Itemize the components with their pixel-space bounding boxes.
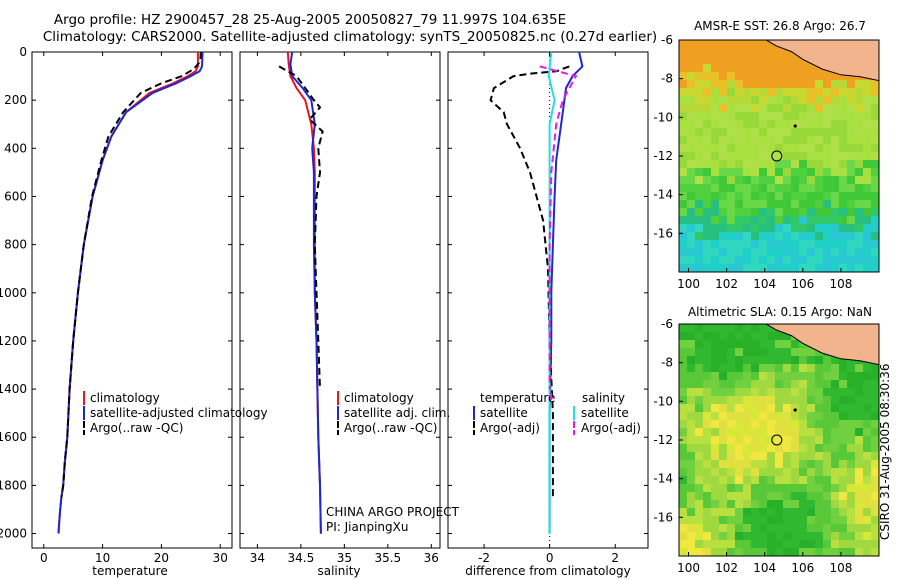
y-tick-label: 400 [4,141,27,155]
x-tick-label: 102 [715,561,738,575]
legend-label: Argo(..raw -QC) [90,421,183,435]
salinity-plot [278,52,324,534]
y-tick-label: -6 [661,317,673,331]
difference-axes [447,51,649,549]
sla-map-title: Altimetric SLA: 0.15 Argo: NaN [688,305,872,319]
x-tick-label: 108 [829,277,852,291]
x-tick-label: 102 [715,277,738,291]
y-tick-label: 1400 [0,382,27,396]
x-tick-label: 20 [154,551,169,565]
y-tick-label: -8 [661,72,673,86]
x-tick-label: 0 [546,551,554,565]
sst-map [679,40,879,272]
series-line-blue [57,52,204,534]
land-mass [749,324,879,366]
legend-label: Argo(-adj) [581,421,641,435]
y-tick-label: 1200 [0,334,27,348]
argo-position-marker [771,434,783,446]
argo-position-marker [771,150,783,162]
x-tick-label: 104 [753,561,776,575]
difference-xlabel: difference from climatology [465,564,631,578]
y-tick-label: -14 [653,188,673,202]
island-marker [793,124,797,128]
y-tick-label: -14 [653,472,673,486]
difference-legend: temperature salinity satellite Argo(-adj… [473,391,641,435]
x-tick-label: 108 [829,561,852,575]
x-tick-label: 106 [791,277,814,291]
x-tick-label: 2 [611,551,619,565]
chart-title-line1: Argo profile: HZ 2900457_28 25-Aug-2005 … [53,12,567,28]
y-tick-label: -10 [653,110,673,124]
legend-label: climatology [344,391,414,405]
x-tick-label: 35 [337,551,352,565]
x-tick-label: -2 [478,551,490,565]
x-tick-label: 100 [677,277,700,291]
legend-header-salinity: salinity [582,391,625,405]
x-tick-label: 104 [753,277,776,291]
chart-title-line2: Climatology: CARS2000. Satellite-adjuste… [42,29,658,45]
axis-ticks: 0 10 20 30020040060080010001200140016001800… [0,45,648,565]
project-annotation: CHINA ARGO PROJECT [326,505,460,519]
y-tick-label: -16 [653,226,673,240]
x-tick-label: 10 [95,551,110,565]
salinity-legend: climatology satellite adj. clim. Argo(..… [337,391,450,435]
y-tick-label: -12 [653,433,673,447]
series-line-blue [289,52,322,534]
legend-label: satellite-adjusted climatology [90,406,268,420]
salinity-xlabel: salinity [317,564,360,578]
land-mass [749,40,879,82]
series-line-blue [548,52,584,534]
x-tick-label: 34.5 [288,551,315,565]
temperature-xlabel: temperature [92,564,167,578]
x-tick-label: 35.5 [374,551,401,565]
y-tick-label: 0 [19,45,27,59]
legend-label: satellite adj. clim. [344,406,450,420]
legend-label: Argo(..raw -QC) [344,421,437,435]
temperature-axes [31,51,233,549]
x-tick-label: 34 [250,551,265,565]
y-tick-label: 1000 [0,286,27,300]
sst-map-title: AMSR-E SST: 26.8 Argo: 26.7 [694,19,866,33]
y-tick-label: -8 [661,356,673,370]
x-tick-label: 30 [213,551,228,565]
legend-label: Argo(-adj) [480,421,540,435]
legend-label: climatology [90,391,160,405]
difference-plot [489,52,584,548]
y-tick-label: -12 [653,149,673,163]
pi-annotation: PI: JianpingXu [326,520,408,534]
x-tick-label: 106 [791,561,814,575]
series-line-magenta [539,65,578,390]
series-line-cyan [547,52,556,534]
x-tick-label: 0 [40,551,48,565]
x-tick-label: 36 [424,551,439,565]
y-tick-label: 1800 [0,478,27,492]
legend-label: satellite [480,406,528,420]
y-tick-label: 800 [4,238,27,252]
y-tick-label: 200 [4,93,27,107]
y-tick-label: -10 [653,394,673,408]
y-tick-label: 1600 [0,430,27,444]
salinity-axes [239,51,441,549]
island-marker [793,408,797,412]
x-tick-label: 100 [677,561,700,575]
temperature-legend: climatology satellite-adjusted climatolo… [83,391,268,435]
temperature-plot [57,52,204,534]
legend-header-temperature: temperature [480,391,555,405]
series-line-red [57,52,199,534]
y-tick-label: 600 [4,189,27,203]
y-tick-label: 2000 [0,527,27,541]
y-tick-label: -16 [653,510,673,524]
legend-label: satellite [581,406,629,420]
sla-map [679,324,879,556]
y-tick-label: -6 [661,33,673,47]
series-line-black [278,65,324,390]
side-timestamp: CSIRO 31-Aug-2005 08:30:36 [878,363,892,540]
series-line-black [60,52,202,498]
